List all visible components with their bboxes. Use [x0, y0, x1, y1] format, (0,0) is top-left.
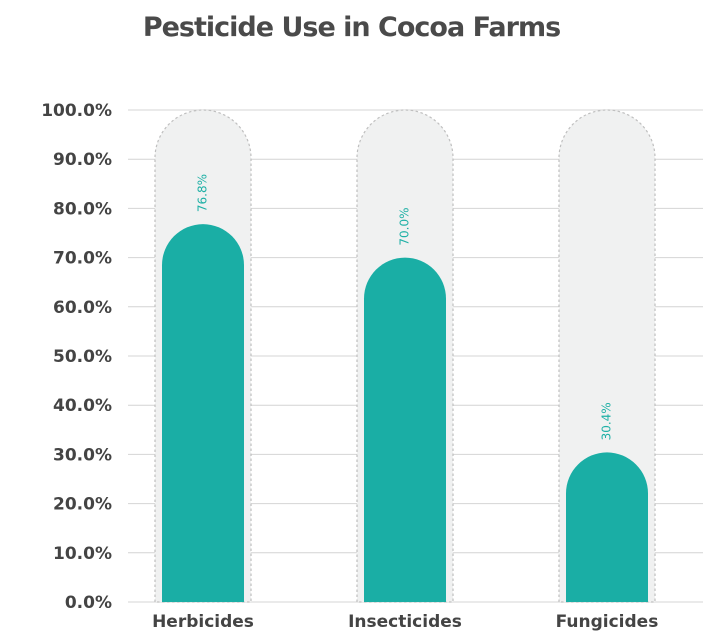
y-tick-label: 20.0%: [53, 495, 112, 515]
y-tick-label: 90.0%: [53, 150, 112, 170]
y-tick-label: 40.0%: [53, 396, 112, 416]
data-label: 30.4%: [600, 402, 614, 440]
y-tick-label: 30.0%: [53, 445, 112, 465]
x-axis-labels: Herbicides Insecticides Fungicides: [152, 612, 658, 632]
y-tick-label: 80.0%: [53, 199, 112, 219]
bar: [566, 452, 648, 602]
y-tick-label: 100.0%: [41, 101, 112, 121]
bar: [364, 257, 446, 602]
data-label: 70.0%: [398, 207, 412, 245]
bar-group-insecticides: 70.0%: [356, 109, 454, 603]
y-tick-label: 0.0%: [65, 593, 112, 613]
data-label: 76.8%: [196, 174, 210, 212]
y-axis-ticks: 0.0% 10.0% 20.0% 30.0% 40.0% 50.0% 60.0% 70.0% 8…: [41, 101, 112, 613]
y-tick-label: 10.0%: [53, 544, 112, 564]
bar-group-fungicides: 30.4%: [558, 109, 656, 603]
chart-title: Pesticide Use in Cocoa Farms: [142, 12, 561, 43]
x-category-label: Herbicides: [152, 612, 254, 632]
bar-group-herbicides: 76.8%: [154, 109, 252, 603]
y-tick-label: 60.0%: [53, 298, 112, 318]
y-tick-label: 50.0%: [53, 347, 112, 367]
bar: [162, 224, 244, 602]
y-tick-label: 70.0%: [53, 249, 112, 269]
bars: 76.8% 70.0% 30.4%: [154, 109, 656, 603]
x-category-label: Insecticides: [348, 612, 462, 632]
x-category-label: Fungicides: [556, 612, 659, 632]
